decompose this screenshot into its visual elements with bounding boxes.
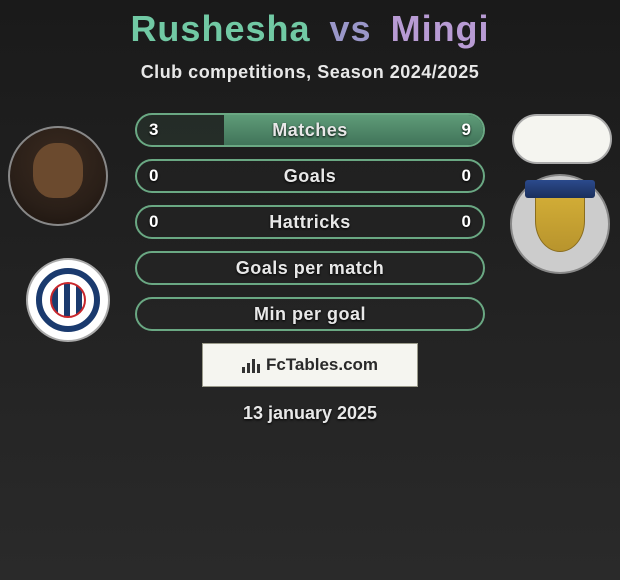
source-badge[interactable]: FcTables.com xyxy=(202,343,418,387)
player2-name: Mingi xyxy=(391,8,490,49)
stat-left-value: 0 xyxy=(149,166,158,186)
stat-left-value: 0 xyxy=(149,212,158,232)
stat-right-value: 0 xyxy=(462,212,471,232)
stat-fill xyxy=(224,115,484,145)
stat-left-value: 3 xyxy=(149,120,158,140)
stat-label: Min per goal xyxy=(254,304,366,325)
comparison-title: Rushesha vs Mingi xyxy=(0,0,620,50)
stat-row-hattricks: 0 Hattricks 0 xyxy=(135,205,485,239)
source-badge-text: FcTables.com xyxy=(266,355,378,375)
bar-chart-icon xyxy=(242,357,260,373)
player1-name: Rushesha xyxy=(130,8,310,49)
stat-row-min-per-goal: Min per goal xyxy=(135,297,485,331)
stats-panel: 3 Matches 9 0 Goals 0 0 Hattricks 0 Goal… xyxy=(135,113,485,331)
player1-club-badge xyxy=(26,258,110,342)
stat-right-value: 9 xyxy=(462,120,471,140)
stat-label: Goals per match xyxy=(236,258,385,279)
date-label: 13 january 2025 xyxy=(0,403,620,424)
stat-right-value: 0 xyxy=(462,166,471,186)
vs-label: vs xyxy=(330,8,372,49)
stat-row-goals: 0 Goals 0 xyxy=(135,159,485,193)
stat-row-matches: 3 Matches 9 xyxy=(135,113,485,147)
subtitle: Club competitions, Season 2024/2025 xyxy=(0,62,620,83)
stat-row-goals-per-match: Goals per match xyxy=(135,251,485,285)
player2-avatar xyxy=(512,114,612,164)
stat-label: Goals xyxy=(284,166,337,187)
stat-label: Matches xyxy=(272,120,348,141)
player1-avatar xyxy=(8,126,108,226)
stat-label: Hattricks xyxy=(269,212,351,233)
player2-club-badge xyxy=(510,174,610,274)
